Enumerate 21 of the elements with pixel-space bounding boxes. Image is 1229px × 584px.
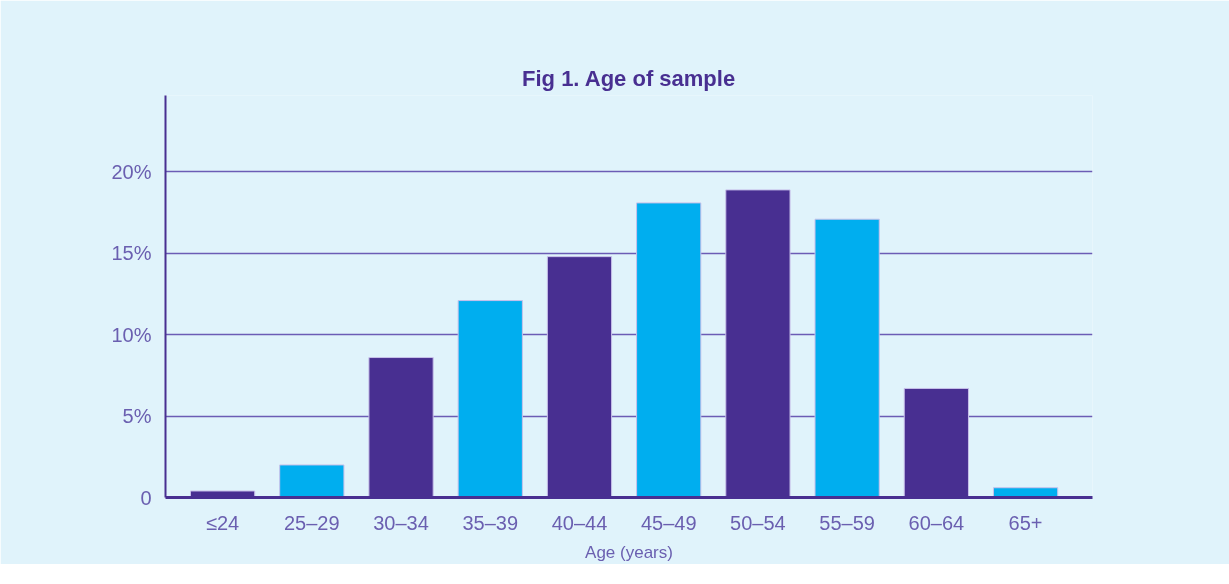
x-tick-label: 50–54 [730, 511, 786, 534]
x-tick-label: 40–44 [551, 511, 608, 534]
x-tick-label: 65+ [1008, 511, 1043, 534]
x-tick-label: 60–64 [908, 511, 965, 534]
y-tick-label: 20% [111, 160, 152, 183]
y-tick-label: 5% [122, 405, 152, 428]
bar [636, 202, 702, 498]
y-tick-label: 10% [111, 323, 152, 346]
x-tick-label: 45–49 [640, 511, 697, 534]
bar [279, 464, 345, 498]
x-tick-label: 55–59 [819, 511, 875, 534]
x-tick-label: 25–29 [284, 511, 340, 534]
bar [814, 218, 880, 498]
x-tick-label: ≤24 [205, 511, 240, 534]
y-tick-label: 15% [111, 242, 152, 265]
y-tick-label: 0 [140, 486, 152, 509]
chart-title: Fig 1. Age of sample [522, 65, 736, 91]
x-tick-label: 30–34 [373, 511, 429, 534]
bar [457, 300, 523, 498]
x-tick-label: 35–39 [462, 511, 519, 534]
x-axis-title: Age (years) [585, 542, 673, 562]
